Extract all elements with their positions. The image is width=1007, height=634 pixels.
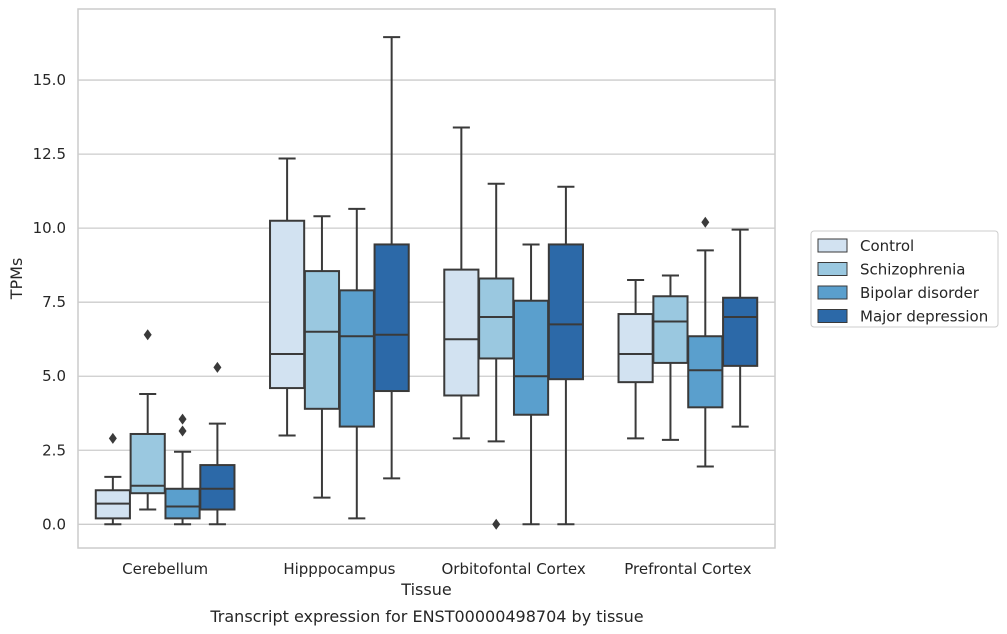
- legend-label: Major depression: [860, 308, 988, 326]
- box-schizophrenia: [303, 215, 341, 499]
- box-control: [443, 126, 480, 440]
- y-tick-label: 5.0: [42, 367, 66, 385]
- box-iqr: [269, 219, 306, 390]
- box-major-depression: [199, 361, 236, 526]
- outlier-marker: [701, 216, 710, 228]
- x-tick-label: Orbitofontal Cortex: [442, 560, 586, 578]
- legend-item: Major depression: [817, 308, 988, 326]
- legend-swatch: [817, 285, 848, 300]
- x-tick-label: Cerebellum: [122, 560, 208, 578]
- legend-item: Control: [817, 237, 914, 255]
- box-major-depression: [547, 185, 584, 526]
- box-iqr: [652, 295, 689, 364]
- legend-frame: [810, 230, 999, 328]
- x-axis-ticks: Cerebellum Hipppocampus Orbitofontal Corte…: [122, 560, 751, 578]
- y-tick-label: 12.5: [33, 145, 66, 163]
- box-bipolar-disorder: [164, 413, 201, 526]
- y-tick-label: 15.0: [33, 71, 66, 89]
- legend-item: Bipolar disorder: [817, 284, 980, 302]
- x-axis-title: Tissue: [400, 580, 451, 599]
- box-iqr: [722, 296, 759, 367]
- y-tick-label: 0.0: [42, 515, 66, 533]
- y-axis-ticks: 0.0 2.5 5.0 7.5 10.0 12.5 15.0: [33, 71, 66, 533]
- legend: Control Schizophrenia Bipolar disorder Majo…: [810, 230, 999, 328]
- legend-item: Schizophrenia: [817, 261, 965, 279]
- outlier-marker: [143, 329, 152, 341]
- box-control: [269, 157, 306, 437]
- grid-lines: [78, 79, 775, 525]
- legend-label: Schizophrenia: [860, 261, 965, 279]
- box-schizophrenia: [478, 182, 515, 530]
- box-iqr: [617, 313, 654, 384]
- legend-swatch: [817, 309, 848, 323]
- outlier-marker: [108, 432, 117, 444]
- y-axis-title: TPMs: [7, 258, 26, 301]
- box-control: [94, 432, 131, 526]
- box-iqr: [164, 487, 201, 520]
- legend-swatch: [817, 238, 848, 253]
- box-iqr: [478, 277, 515, 360]
- box-iqr: [687, 335, 724, 409]
- legend-swatch: [817, 262, 848, 276]
- box-iqr: [512, 299, 550, 416]
- box-bipolar-disorder: [338, 207, 375, 520]
- box-major-depression: [722, 228, 759, 428]
- box-iqr: [443, 268, 480, 397]
- outlier-marker: [178, 425, 187, 437]
- outlier-marker: [492, 518, 501, 530]
- x-tick-label: Prefrontal Cortex: [624, 560, 751, 578]
- y-tick-label: 7.5: [42, 293, 66, 311]
- x-tick-label: Hipppocampus: [283, 560, 395, 578]
- box-major-depression: [373, 36, 410, 480]
- box-bipolar-disorder: [687, 216, 724, 468]
- plot-area: [94, 36, 759, 530]
- box-iqr: [338, 289, 375, 428]
- outlier-marker: [178, 413, 187, 425]
- legend-label: Bipolar disorder: [860, 284, 980, 302]
- y-tick-label: 10.0: [33, 219, 66, 237]
- outlier-marker: [213, 361, 222, 373]
- box-bipolar-disorder: [512, 243, 550, 526]
- box-schizophrenia: [652, 274, 689, 441]
- box-iqr: [303, 270, 341, 410]
- box-schizophrenia: [129, 329, 166, 511]
- box-iqr: [547, 243, 584, 381]
- box-iqr: [373, 243, 410, 393]
- chart-caption: Transcript expression for ENST0000049870…: [209, 607, 643, 626]
- legend-label: Control: [860, 237, 914, 255]
- box-iqr: [199, 464, 236, 511]
- box-control: [617, 278, 654, 440]
- box-iqr: [129, 432, 166, 495]
- y-tick-label: 2.5: [42, 441, 66, 459]
- plot-frame: [77, 8, 776, 549]
